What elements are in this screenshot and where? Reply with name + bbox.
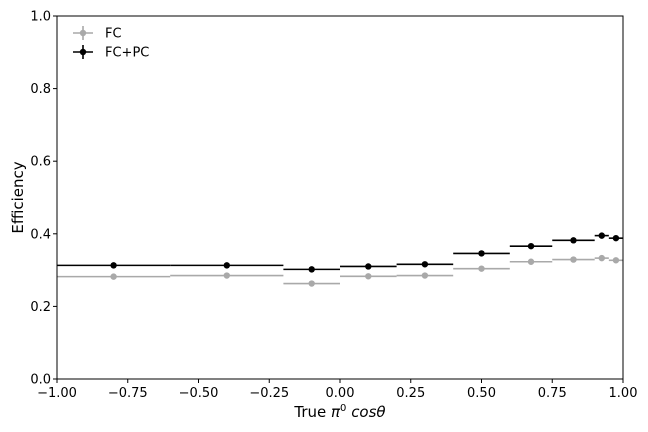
data-point <box>612 234 620 242</box>
legend-label-fc-pc: FC+PC <box>105 46 149 61</box>
legend-label-fc: FC <box>105 27 122 42</box>
x-axis: −1.00 −0.75 −0.50 −0.25 0.00 0.25 0.50 0.75 1.00 <box>37 379 637 401</box>
x-tick-label: 0.75 <box>538 386 567 401</box>
data-point <box>527 258 535 265</box>
series-layer <box>57 232 623 287</box>
x-axis-label: True π0 cosθ <box>293 403 385 421</box>
y-axis-label: Efficiency <box>9 161 27 233</box>
y-tick-label: 0.4 <box>30 227 51 242</box>
x-axis-label-sup: 0 <box>340 403 346 414</box>
y-tick-label: 0.6 <box>30 155 51 170</box>
data-point <box>365 263 372 270</box>
data-point <box>527 242 535 250</box>
y-tick-label: 0.8 <box>30 82 51 97</box>
data-point <box>570 256 577 263</box>
x-tick-label: 0.00 <box>326 386 355 401</box>
data-point <box>612 257 620 264</box>
data-point <box>110 273 117 280</box>
x-tick-label: −0.50 <box>179 386 219 401</box>
data-point <box>478 250 485 257</box>
legend-entry-fc-pc: FC+PC <box>73 45 149 61</box>
legend-entry-fc: FC <box>73 26 122 42</box>
data-point <box>598 232 605 239</box>
data-point <box>598 254 605 262</box>
data-point <box>110 262 117 269</box>
legend-marker-fc-pc <box>73 45 93 59</box>
series-fc-pc <box>57 232 623 273</box>
data-point <box>570 237 577 244</box>
legend-marker-fc <box>73 26 93 40</box>
series-fc <box>57 254 623 287</box>
x-tick-label: 0.25 <box>396 386 425 401</box>
x-tick-label: 1.00 <box>609 386 638 401</box>
data-point <box>223 262 230 269</box>
x-axis-label-main: True <box>293 403 331 421</box>
data-point <box>308 266 315 273</box>
y-tick-label: 0.0 <box>30 373 51 388</box>
legend: FC FC+PC <box>73 26 149 61</box>
plot-frame <box>56 15 624 380</box>
y-axis: 0.0 0.2 0.4 0.6 0.8 1.0 <box>30 10 57 388</box>
legend-marker-dot <box>79 48 87 56</box>
x-axis-label-symbol: π <box>331 403 341 421</box>
data-point <box>421 261 429 268</box>
data-point <box>223 272 230 279</box>
legend-marker-dot <box>79 29 87 37</box>
y-tick-label: 1.0 <box>30 10 51 25</box>
y-tick-label: 0.2 <box>30 300 51 315</box>
data-point <box>478 265 485 272</box>
data-point <box>308 280 315 287</box>
x-tick-label: −0.75 <box>108 386 148 401</box>
data-point <box>365 273 372 280</box>
x-tick-label: 0.50 <box>467 386 496 401</box>
x-tick-label: −1.00 <box>37 386 77 401</box>
x-tick-label: −0.25 <box>249 386 289 401</box>
data-point <box>421 272 429 279</box>
x-axis-label-tail: cosθ <box>346 403 385 421</box>
